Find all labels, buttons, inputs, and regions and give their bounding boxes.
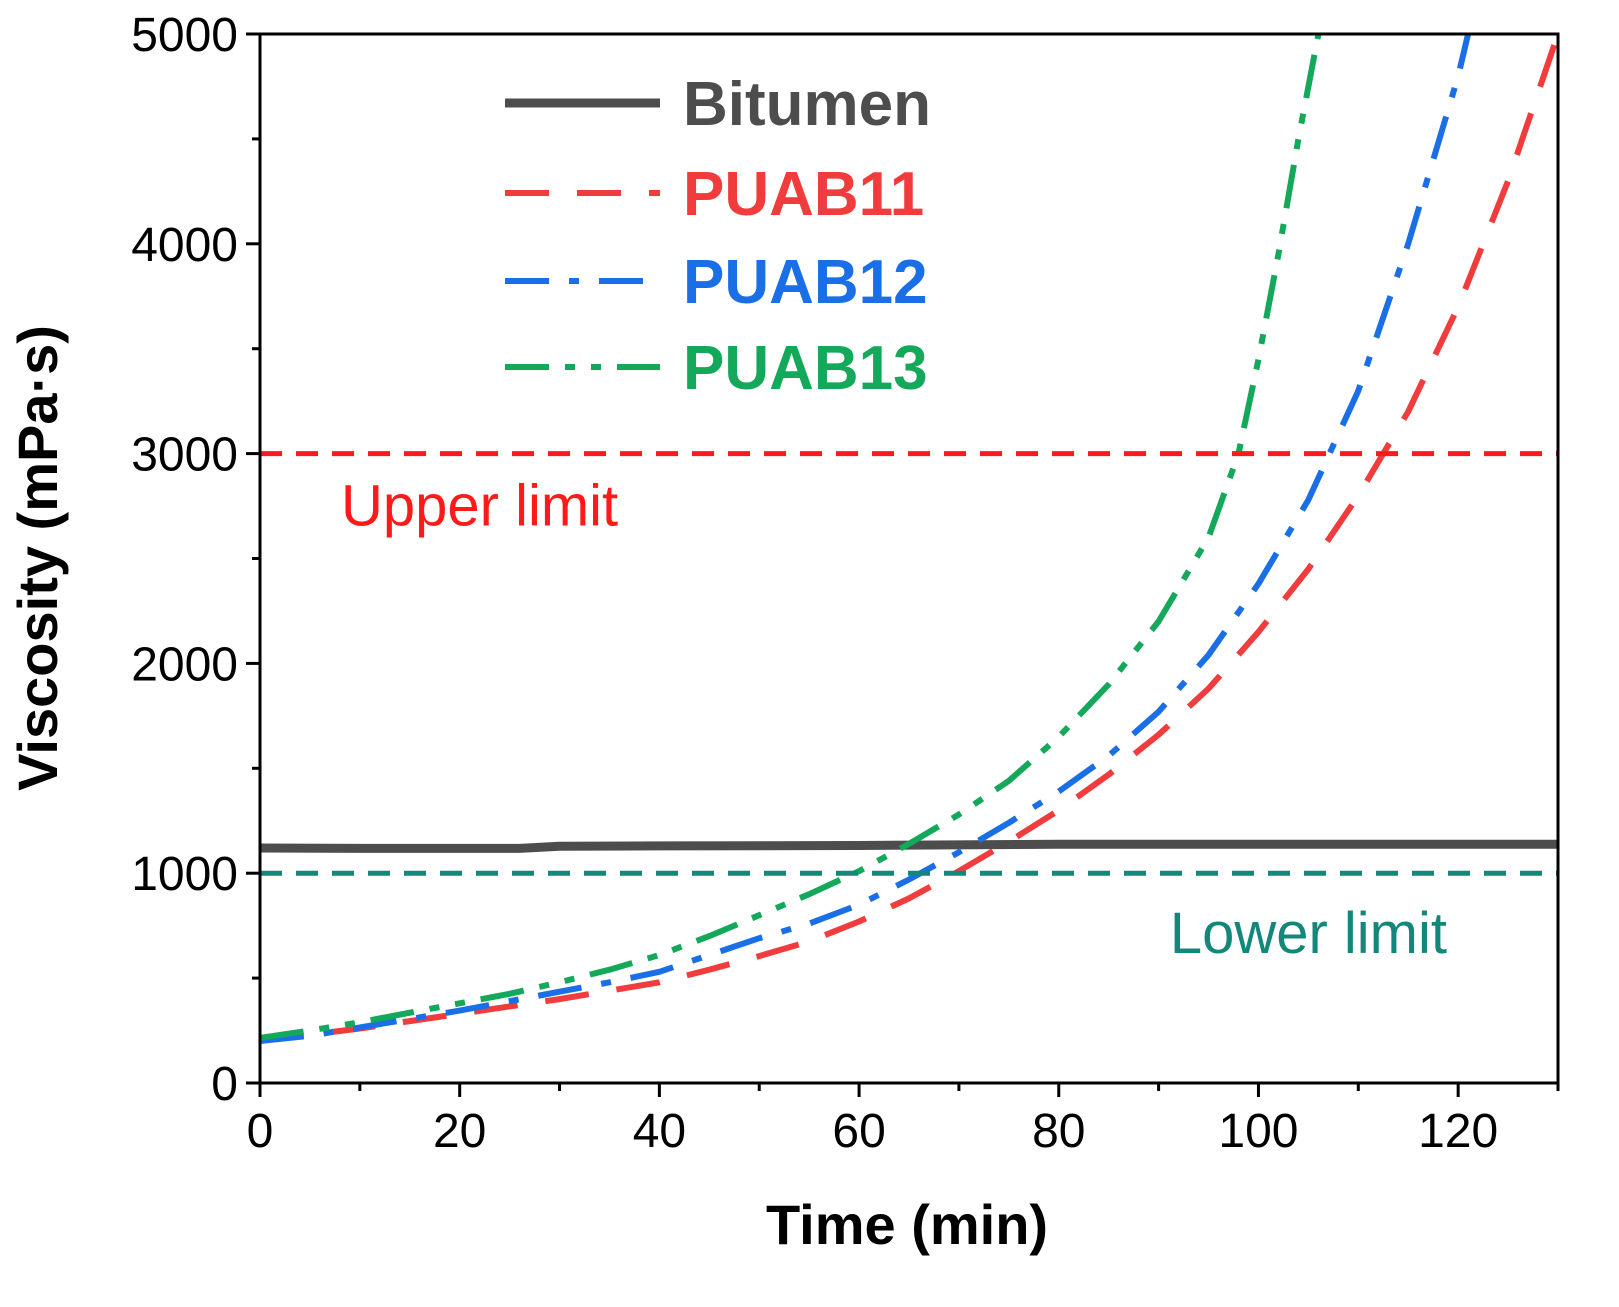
y-tick-label: 0 bbox=[211, 1058, 238, 1111]
legend: Bitumen PUAB11 PUAB12 PUAB13 bbox=[505, 70, 931, 403]
x-axis-title: Time (min) bbox=[766, 1193, 1048, 1256]
x-tick-label: 0 bbox=[247, 1105, 274, 1158]
axes: 0 20 40 60 80 100 120 0 1000 2000 3000 4000 5000 bbox=[131, 9, 1560, 1158]
y-tick-label: 3000 bbox=[131, 429, 238, 482]
y-axis-title: Viscosity (mPa·s) bbox=[6, 325, 69, 791]
y-tick-label: 5000 bbox=[131, 9, 238, 62]
x-tick-label: 40 bbox=[633, 1105, 686, 1158]
series-lines bbox=[260, 33, 1558, 1044]
series-line-puab12 bbox=[260, 33, 1472, 1044]
x-tick-label: 20 bbox=[433, 1105, 486, 1158]
series-line-bitumen bbox=[260, 839, 1558, 853]
x-tick-label: 80 bbox=[1032, 1105, 1085, 1158]
reference-lines: Upper limit Lower limit bbox=[260, 451, 1558, 966]
legend-label-puab12: PUAB12 bbox=[683, 248, 928, 317]
y-tick-label: 4000 bbox=[131, 219, 238, 272]
x-tick-label: 100 bbox=[1218, 1105, 1298, 1158]
reference-label-lower-limit: Lower limit bbox=[1170, 901, 1447, 966]
y-tick-label: 1000 bbox=[131, 848, 238, 901]
x-tick-label: 120 bbox=[1418, 1105, 1498, 1158]
x-tick-label: 60 bbox=[832, 1105, 885, 1158]
series-line-puab11 bbox=[260, 33, 1558, 1043]
legend-label-puab13: PUAB13 bbox=[683, 334, 928, 403]
reference-label-upper-limit: Upper limit bbox=[341, 474, 618, 539]
legend-label-bitumen: Bitumen bbox=[683, 70, 931, 139]
y-tick-label: 2000 bbox=[131, 638, 238, 691]
legend-label-puab11: PUAB11 bbox=[683, 160, 924, 229]
series-line-puab13 bbox=[260, 33, 1322, 1041]
